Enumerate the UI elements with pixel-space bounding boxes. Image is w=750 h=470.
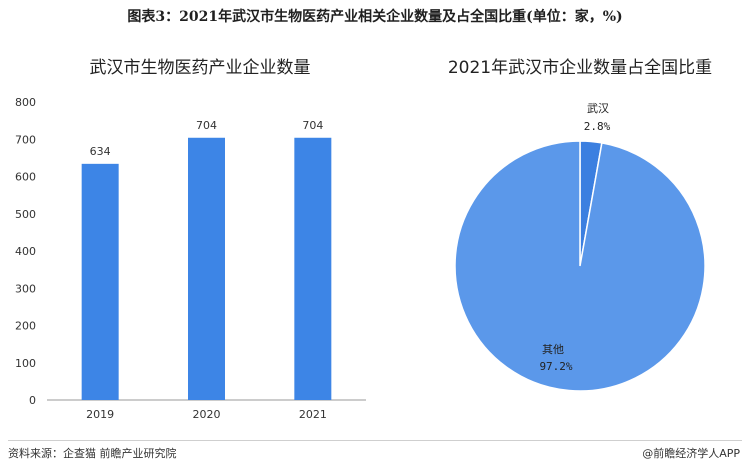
brand-credit: @前瞻经济学人APP — [642, 447, 740, 460]
bar-chart: 0 100 200 300 400 500 600 700 800 634 2019 704 2020 7… — [15, 96, 366, 421]
y-tick-label: 700 — [15, 133, 36, 146]
x-tick-label: 2019 — [86, 408, 114, 421]
y-tick-label: 300 — [15, 282, 36, 295]
pie-value-label: 2.8% — [584, 120, 611, 133]
pie-slice-other — [454, 140, 706, 392]
pie-chart-title: 2021年武汉市企业数量占全国比重 — [447, 58, 713, 78]
y-tick-label: 500 — [15, 208, 36, 221]
bar-chart-title: 武汉市生物医药产业企业数量 — [89, 58, 311, 78]
pie-chart: 武汉 2.8% 其他 97.2% — [454, 102, 706, 392]
x-tick-label: 2021 — [299, 408, 327, 421]
pie-label: 其他 — [542, 343, 564, 356]
y-tick-label: 200 — [15, 320, 36, 333]
y-tick-label: 0 — [29, 394, 36, 407]
bar-2019 — [81, 163, 119, 400]
bar-value-label: 704 — [196, 119, 217, 132]
pie-value-label: 97.2% — [539, 360, 572, 373]
figure-title: 图表3：2021年武汉市生物医药产业相关企业数量及占全国比重(单位：家，%) — [127, 9, 623, 25]
footer-divider — [8, 440, 742, 441]
y-tick-label: 800 — [15, 96, 36, 109]
y-tick-label: 400 — [15, 245, 36, 258]
bar-2020 — [188, 137, 225, 400]
pie-label: 武汉 — [587, 102, 609, 115]
x-tick-label: 2020 — [193, 408, 221, 421]
bar-value-label: 634 — [90, 145, 111, 158]
source-note: 资料来源：企查猫 前瞻产业研究院 — [8, 447, 177, 460]
bar-value-label: 704 — [302, 119, 323, 132]
bar-2021 — [294, 137, 332, 400]
y-tick-label: 100 — [15, 357, 36, 370]
y-tick-label: 600 — [15, 171, 36, 184]
